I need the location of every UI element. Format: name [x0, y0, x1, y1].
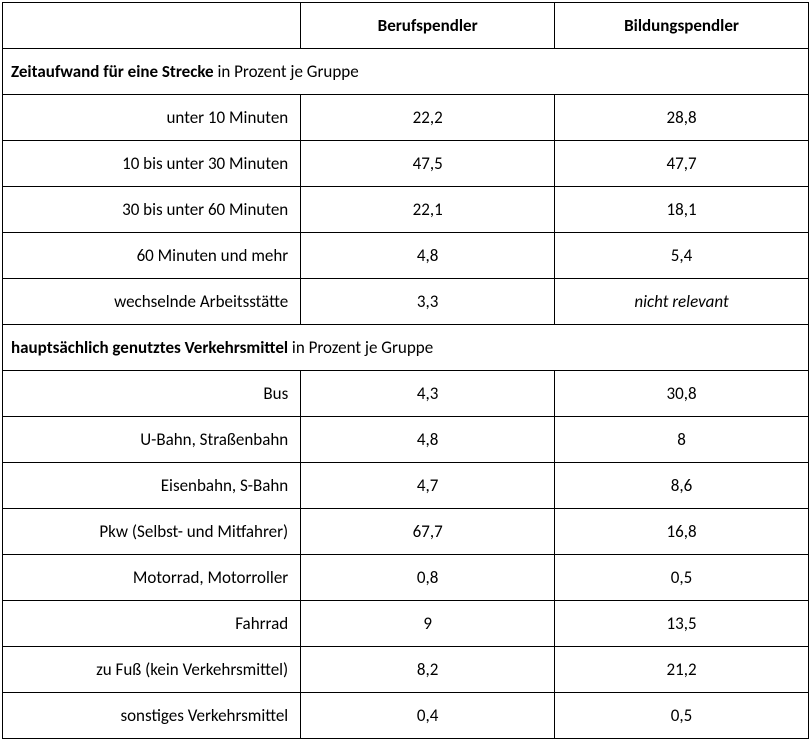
- section-title-bold: hauptsächlich genutztes Verkehrsmittel: [11, 337, 288, 358]
- data-cell-c2: 13,5: [555, 601, 809, 647]
- data-cell-c1: 9: [301, 601, 555, 647]
- data-cell-c1: 4,7: [301, 463, 555, 509]
- row-label: unter 10 Minuten: [3, 95, 301, 141]
- row-label: U-Bahn, Straßenbahn: [3, 417, 301, 463]
- data-cell-c2: 18,1: [555, 187, 809, 233]
- table-row: 60 Minuten und mehr4,85,4: [3, 233, 809, 279]
- data-cell-c2: 8,6: [555, 463, 809, 509]
- data-cell-c1: 4,3: [301, 371, 555, 417]
- row-label: Motorrad, Motorroller: [3, 555, 301, 601]
- data-cell-c2: 5,4: [555, 233, 809, 279]
- table-row: 10 bis unter 30 Minuten47,547,7: [3, 141, 809, 187]
- data-cell-c2: 8: [555, 417, 809, 463]
- table-row: Fahrrad913,5: [3, 601, 809, 647]
- row-label: Eisenbahn, S-Bahn: [3, 463, 301, 509]
- table-row: Eisenbahn, S-Bahn4,78,6: [3, 463, 809, 509]
- data-cell-c2: 28,8: [555, 95, 809, 141]
- table-container: BerufspendlerBildungspendlerZeitaufwand …: [0, 0, 811, 751]
- row-label: Fahrrad: [3, 601, 301, 647]
- table-row: Motorrad, Motorroller0,80,5: [3, 555, 809, 601]
- header-col2: Bildungspendler: [555, 3, 809, 49]
- row-label: 30 bis unter 60 Minuten: [3, 187, 301, 233]
- data-cell-c2: 21,2: [555, 647, 809, 693]
- section-header: Zeitaufwand für eine Strecke in Prozent …: [3, 49, 809, 95]
- section-row: Zeitaufwand für eine Strecke in Prozent …: [3, 49, 809, 95]
- data-cell-c1: 0,4: [301, 693, 555, 739]
- section-title-rest: in Prozent je Gruppe: [214, 61, 359, 82]
- table-row: sonstiges Verkehrsmittel0,40,5: [3, 693, 809, 739]
- data-cell-c1: 0,8: [301, 555, 555, 601]
- row-label: 60 Minuten und mehr: [3, 233, 301, 279]
- header-col1: Berufspendler: [301, 3, 555, 49]
- data-cell-c2: nicht relevant: [555, 279, 809, 325]
- data-cell-c1: 47,5: [301, 141, 555, 187]
- row-label: Bus: [3, 371, 301, 417]
- data-cell-c1: 3,3: [301, 279, 555, 325]
- commuter-table: BerufspendlerBildungspendlerZeitaufwand …: [2, 2, 809, 739]
- row-label: sonstiges Verkehrsmittel: [3, 693, 301, 739]
- section-title-rest: in Prozent je Gruppe: [288, 337, 433, 358]
- data-cell-c2: 47,7: [555, 141, 809, 187]
- data-cell-c1: 8,2: [301, 647, 555, 693]
- section-title-bold: Zeitaufwand für eine Strecke: [11, 61, 214, 82]
- data-cell-c1: 4,8: [301, 233, 555, 279]
- section-header: hauptsächlich genutztes Verkehrsmittel i…: [3, 325, 809, 371]
- data-cell-c1: 67,7: [301, 509, 555, 555]
- row-label: wechselnde Arbeitsstätte: [3, 279, 301, 325]
- row-label: Pkw (Selbst- und Mitfahrer): [3, 509, 301, 555]
- data-cell-c1: 4,8: [301, 417, 555, 463]
- data-cell-c2: 16,8: [555, 509, 809, 555]
- data-cell-c2: 0,5: [555, 693, 809, 739]
- table-row: U-Bahn, Straßenbahn4,88: [3, 417, 809, 463]
- header-blank: [3, 3, 301, 49]
- table-row: Bus4,330,8: [3, 371, 809, 417]
- row-label: zu Fuß (kein Verkehrsmittel): [3, 647, 301, 693]
- data-cell-c2: 30,8: [555, 371, 809, 417]
- data-cell-c1: 22,1: [301, 187, 555, 233]
- table-row: zu Fuß (kein Verkehrsmittel)8,221,2: [3, 647, 809, 693]
- table-header-row: BerufspendlerBildungspendler: [3, 3, 809, 49]
- table-row: unter 10 Minuten22,228,8: [3, 95, 809, 141]
- table-row: Pkw (Selbst- und Mitfahrer)67,716,8: [3, 509, 809, 555]
- row-label: 10 bis unter 30 Minuten: [3, 141, 301, 187]
- data-cell-c2: 0,5: [555, 555, 809, 601]
- section-row: hauptsächlich genutztes Verkehrsmittel i…: [3, 325, 809, 371]
- table-row: wechselnde Arbeitsstätte3,3nicht relevan…: [3, 279, 809, 325]
- table-row: 30 bis unter 60 Minuten22,118,1: [3, 187, 809, 233]
- data-cell-c1: 22,2: [301, 95, 555, 141]
